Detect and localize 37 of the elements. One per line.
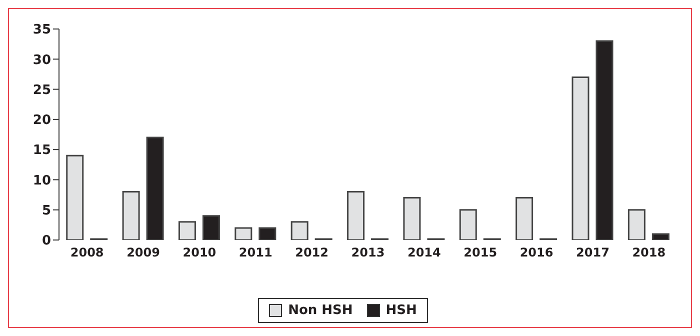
bar — [628, 209, 646, 240]
bar — [202, 215, 220, 240]
x-tick-label: 2008 — [70, 246, 104, 260]
bar — [459, 209, 477, 240]
bar — [347, 191, 365, 240]
bar — [652, 233, 670, 240]
x-tick-label: 2010 — [182, 246, 216, 260]
bar — [516, 197, 534, 240]
bar — [234, 227, 252, 240]
y-tick-label: 15 — [32, 143, 51, 158]
x-tick-label: 2017 — [576, 246, 610, 260]
x-tick-label: 2013 — [351, 246, 385, 260]
bar — [122, 191, 140, 240]
y-tick-label: 10 — [32, 173, 51, 188]
x-tick-label: 2009 — [126, 246, 160, 260]
bar — [66, 154, 84, 240]
y-tick-label: 35 — [32, 22, 51, 38]
legend-label: Non HSH — [287, 303, 353, 318]
bar — [290, 221, 308, 240]
x-tick-label: 2014 — [407, 246, 441, 260]
y-tick-label: 5 — [42, 203, 51, 218]
x-tick-label: 2016 — [520, 246, 554, 260]
bar — [258, 227, 276, 240]
y-tick-label: 0 — [42, 234, 51, 249]
y-tick-label: 30 — [32, 52, 51, 68]
bar — [596, 40, 614, 240]
x-tick-label: 2011 — [238, 246, 272, 260]
y-tick-label: 20 — [32, 113, 51, 128]
y-tick-label: 25 — [32, 82, 51, 98]
x-tick-label: 2012 — [295, 246, 329, 260]
bar — [403, 197, 421, 240]
legend-label: HSH — [384, 303, 417, 318]
x-tick-label: 2018 — [632, 246, 666, 260]
bar — [146, 136, 164, 240]
bar — [572, 76, 590, 240]
bar — [178, 221, 196, 240]
x-tick-label: 2015 — [464, 246, 498, 260]
